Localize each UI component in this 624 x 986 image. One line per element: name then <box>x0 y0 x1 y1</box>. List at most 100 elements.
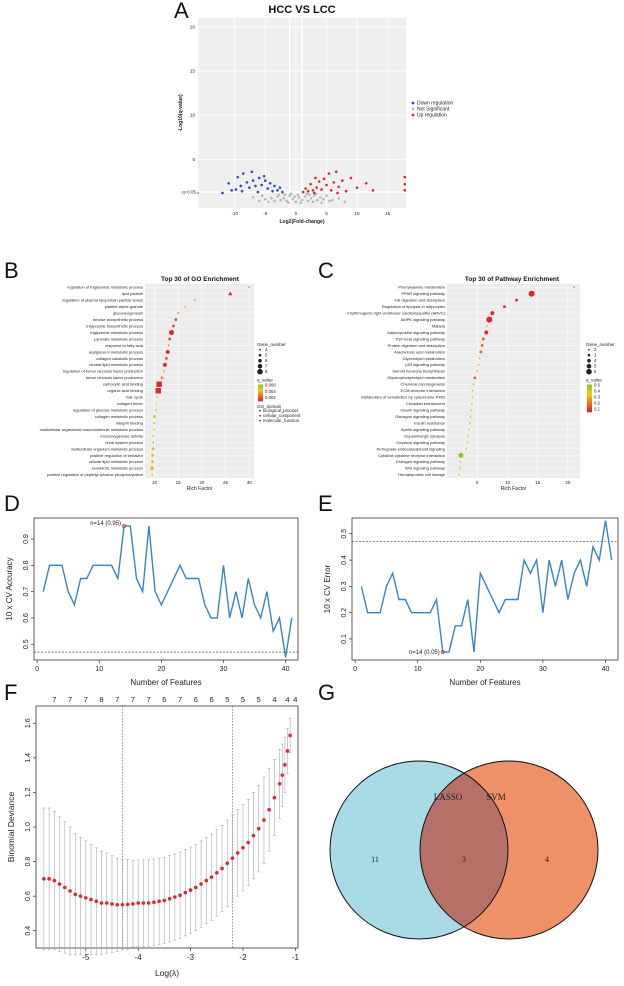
x-tick-label: 20 <box>199 480 205 485</box>
deviance-point <box>94 899 99 904</box>
top-label: 7 <box>52 695 56 704</box>
x-tick-label: 20 <box>476 666 484 673</box>
deviance-point <box>288 733 292 738</box>
term-label: Arachidonic acid metabolism <box>394 349 446 354</box>
point-up <box>403 189 407 192</box>
term-label: positive regulation of peptidyl-tyrosine… <box>47 472 143 477</box>
term-label: multicellular organismal macromolecule m… <box>40 427 143 432</box>
data-marker <box>162 362 167 367</box>
legend-colorbar-segment <box>258 386 263 388</box>
legend-size-label: 5 <box>594 364 597 369</box>
term-label: collagen metabolic process <box>95 414 143 419</box>
y-tick-label: 0.5 <box>23 639 30 649</box>
term-label: Oxytocin signaling pathway <box>397 440 445 445</box>
deviance-point <box>267 807 271 812</box>
annotation-marker <box>440 650 445 655</box>
data-marker <box>471 389 474 392</box>
term-label: regulation of triglyceride metabolic pro… <box>67 285 143 290</box>
deviance-point <box>262 818 266 822</box>
term-label: Glycerophospholipid metabolism <box>387 375 445 380</box>
legend-color-label: 0.3 <box>594 394 601 399</box>
legend-size-marker <box>586 368 592 375</box>
point-not-significant <box>306 199 310 203</box>
deviance-point <box>188 888 193 892</box>
legend-colorbar-segment <box>258 394 263 396</box>
x-tick-label: -5 <box>82 953 90 962</box>
data-marker <box>164 356 168 360</box>
x-axis-label: Number of Features <box>130 678 201 687</box>
term-label: multicellular organism metabolic process <box>71 446 143 451</box>
point-not-significant <box>328 199 331 203</box>
top-label: 7 <box>178 695 182 704</box>
point-not-significant <box>287 201 290 204</box>
point-up <box>403 175 407 179</box>
legend-size-marker <box>259 348 261 351</box>
point-down <box>257 176 261 180</box>
point-up <box>371 189 375 192</box>
point-up <box>314 176 317 180</box>
point-up <box>315 186 318 189</box>
chart-title: HCC VS LCC <box>268 4 335 16</box>
data-marker <box>151 473 154 476</box>
point-down <box>254 184 257 188</box>
data-marker <box>469 415 472 418</box>
legend-colorbar-segment <box>258 393 263 395</box>
deviance-point <box>178 893 182 898</box>
data-marker <box>151 447 155 451</box>
top-label: 4 <box>272 695 276 704</box>
x-tick-label: 0 <box>35 666 39 673</box>
deviance-point <box>246 840 251 845</box>
x-tick-label: 15 <box>535 480 541 485</box>
term-label: organic acid binding <box>107 388 143 393</box>
x-tick-label: 15 <box>176 480 182 485</box>
x-tick-label: 20 <box>565 480 571 485</box>
term-label: Insulin signaling pathway <box>401 408 445 413</box>
point-not-significant <box>300 198 304 202</box>
term-label: xenobiotic metabolic process <box>92 466 143 471</box>
point-not-significant <box>251 196 255 199</box>
point-up <box>344 189 348 193</box>
legend-colorbar-segment <box>587 394 592 396</box>
point-up <box>336 191 339 195</box>
deviance-point <box>194 885 198 890</box>
legend-color-label: 0.006 <box>265 383 276 388</box>
legend-size-label: 3 <box>594 353 597 358</box>
data-marker <box>152 435 155 437</box>
x-tick-label: 30 <box>247 480 253 485</box>
legend-colorbar-segment <box>587 399 592 402</box>
y-tick-label: 1.2 <box>25 787 32 797</box>
point-not-significant <box>282 196 285 200</box>
legend-size-label: 5 <box>265 353 268 358</box>
x-tick-label: -4 <box>135 953 143 962</box>
y-tick-label: 0.6 <box>25 891 32 901</box>
y-tick-label: 15 <box>190 69 196 74</box>
term-label: PPAR signaling pathway <box>401 291 445 296</box>
deviance-point <box>285 749 290 753</box>
term-label: ECM-receptor interaction <box>401 388 445 393</box>
legend-shape-marker <box>259 419 261 422</box>
top-label: 5 <box>257 695 261 704</box>
point-not-significant <box>257 199 261 203</box>
chart-title: Top 30 of GO Enrichment <box>161 276 240 283</box>
point-down <box>256 190 260 194</box>
x-tick-label: -5 <box>263 211 267 216</box>
top-label: 7 <box>131 695 135 704</box>
legend-colorbar-segment <box>587 388 592 391</box>
term-label: rrhythmogenic right ventricular cardiomy… <box>347 311 446 316</box>
y-axis-label: 10 x CV Error <box>323 564 332 613</box>
deviance-point <box>120 902 125 907</box>
venn-outline-svm <box>419 760 599 940</box>
top-label: 8 <box>99 695 103 704</box>
deviance-point <box>73 892 78 897</box>
data-marker <box>458 473 460 476</box>
venn-overlap <box>420 761 508 939</box>
term-label: Fat digestion and absorption <box>395 298 445 303</box>
x-tick-label: 10 <box>95 666 103 673</box>
point-down <box>276 189 279 192</box>
y-tick-label: 0.8 <box>25 857 32 867</box>
term-label: lipid particle <box>122 291 144 296</box>
point-not-significant <box>315 198 319 202</box>
point-down <box>263 179 267 182</box>
x-tick-label: 20 <box>157 666 165 673</box>
